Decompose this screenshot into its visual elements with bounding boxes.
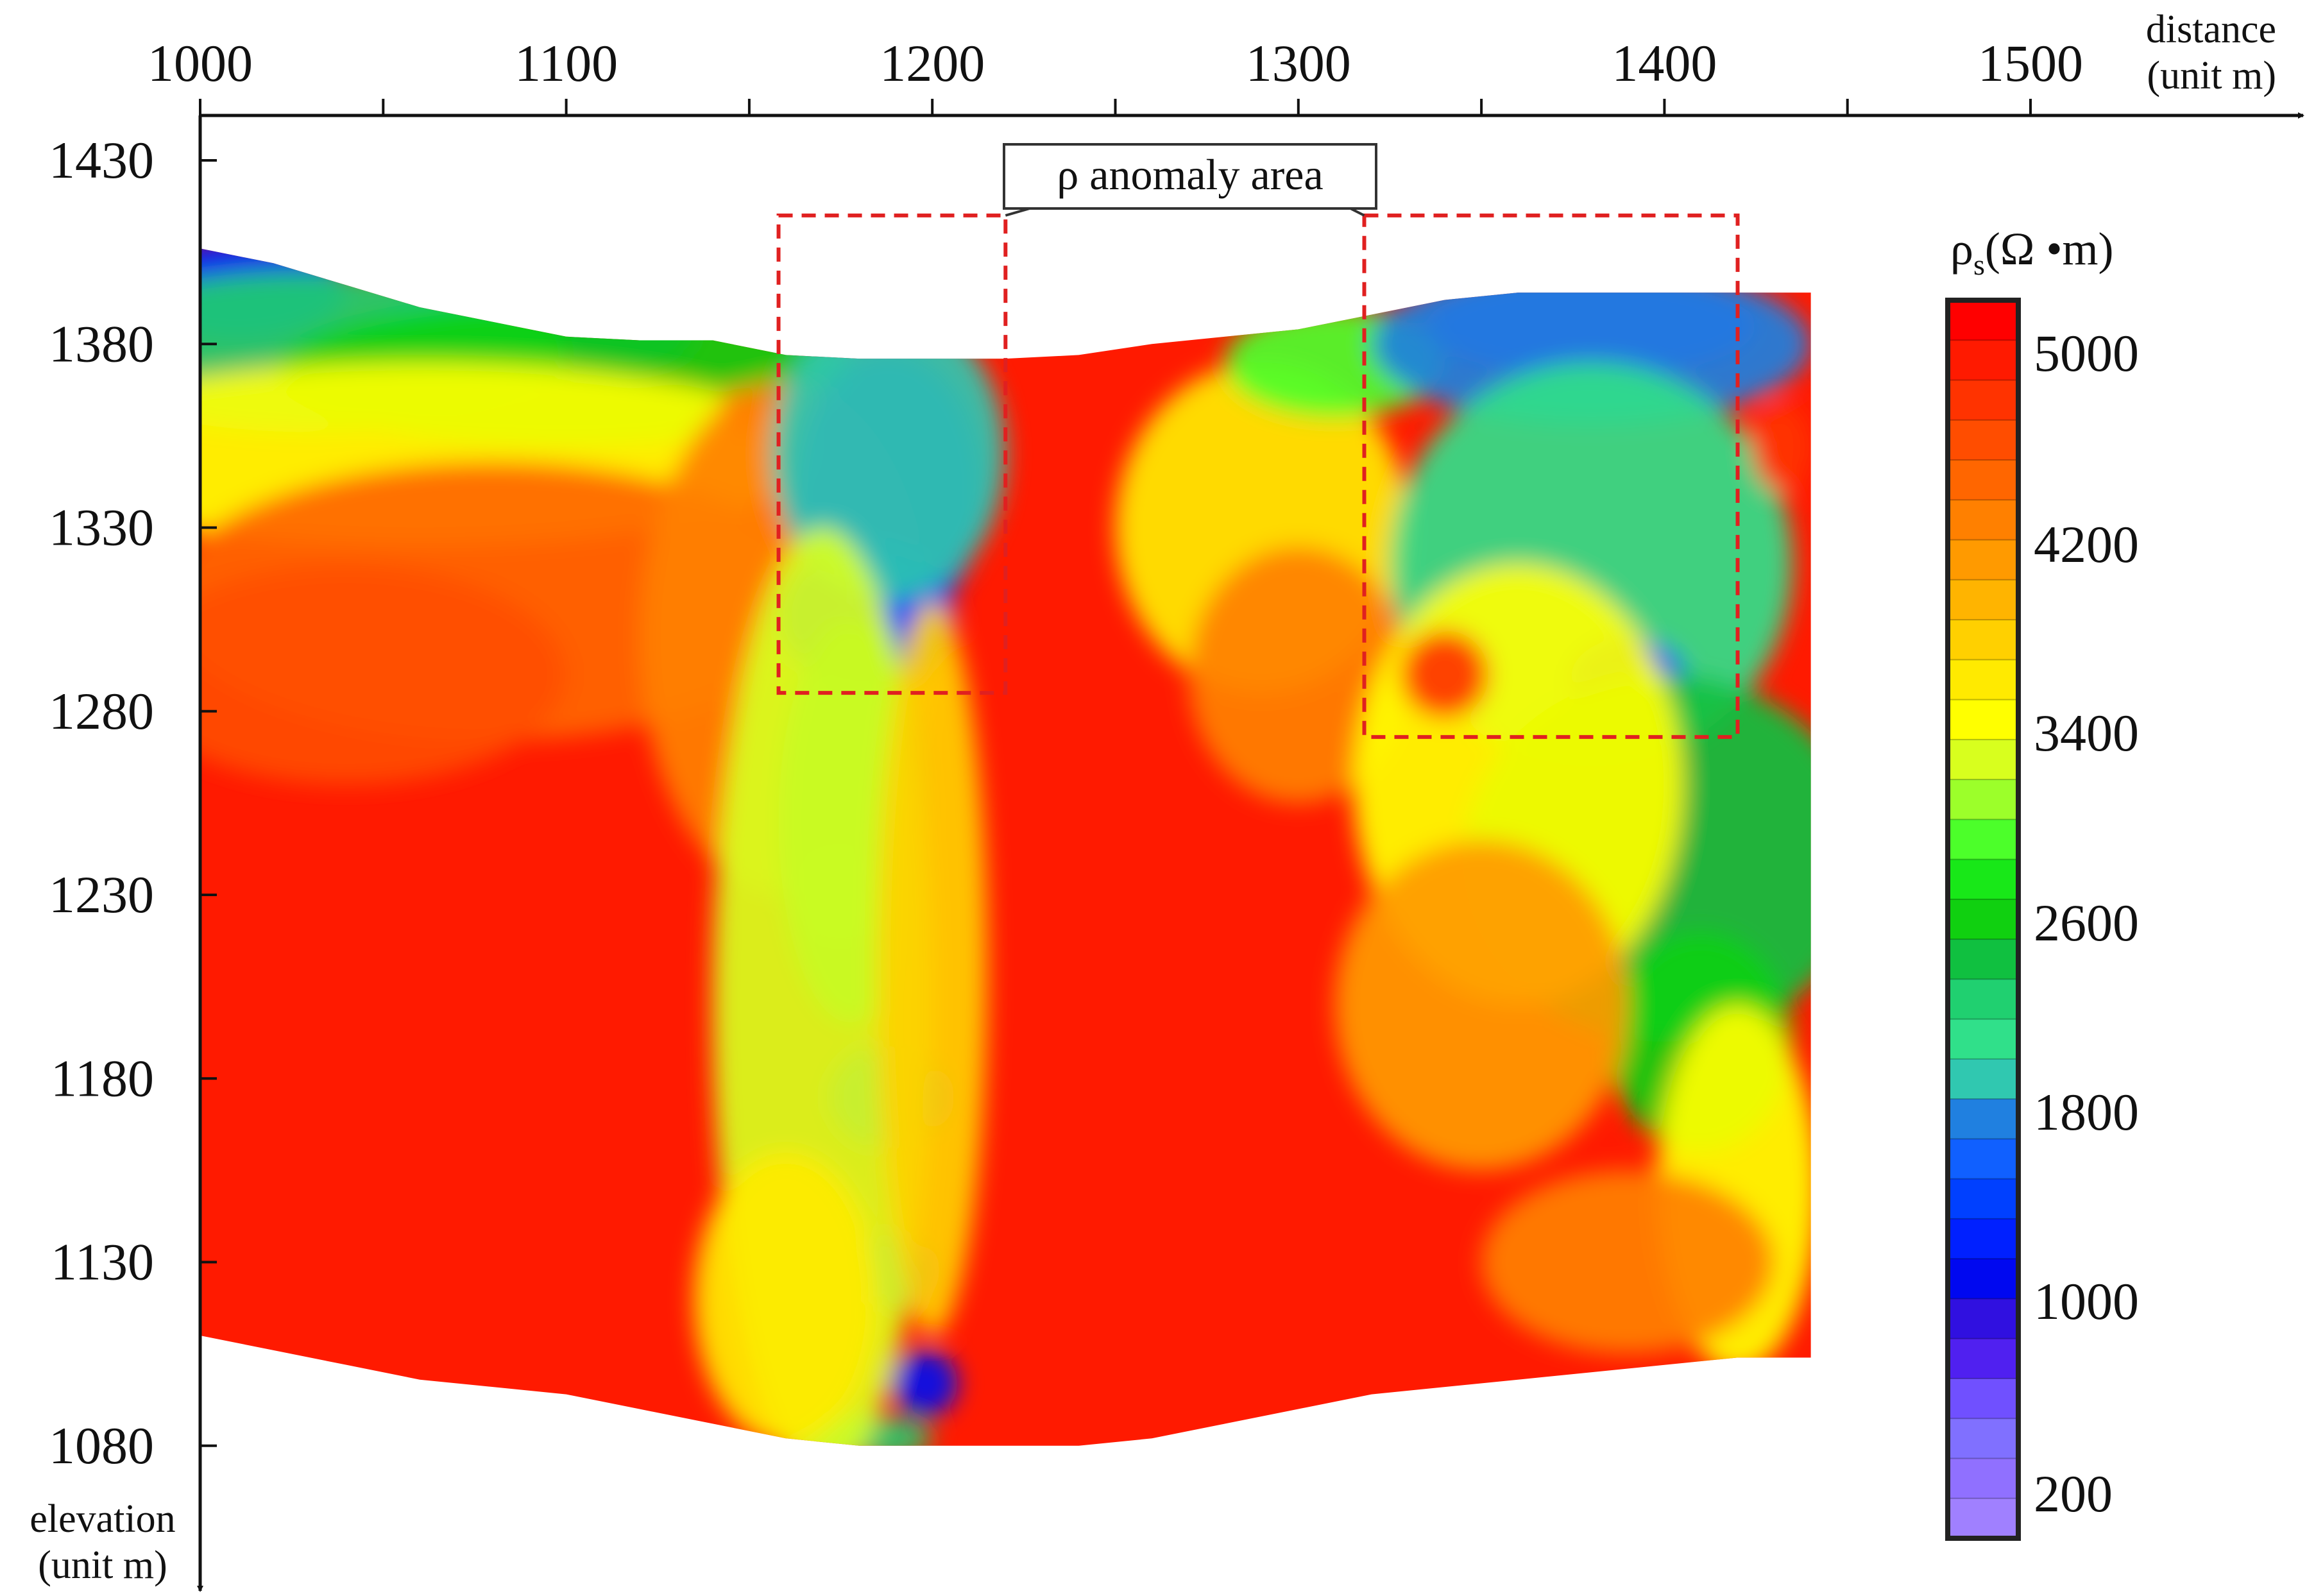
x-tick-label: 1400 [1612, 34, 1717, 92]
resistivity-zone [892, 1350, 958, 1416]
y-axis-ticks: 1430 1380 1330 1280 1230 1180 1130 1080 [49, 131, 217, 1475]
y-tick-label: 1330 [49, 498, 154, 557]
colorbar-cell [1948, 460, 2018, 501]
colorbar-tick-label: 3400 [2034, 704, 2139, 762]
colorbar-cell [1948, 1498, 2018, 1539]
colorbar-tick-label: 5000 [2034, 324, 2139, 382]
anomaly-box [776, 213, 1008, 695]
colorbar-title-rest: (Ω •m) [1985, 223, 2114, 275]
y-tick-label: 1130 [51, 1233, 154, 1291]
y-axis-label: elevation [30, 1497, 175, 1541]
colorbar-cell [1948, 1298, 2018, 1339]
colorbar-cell [1948, 1218, 2018, 1260]
colorbar-cell [1948, 699, 2018, 740]
colorbar-title: ρs(Ω •m) [1950, 223, 2114, 281]
colorbar-title-main: ρ [1950, 223, 1973, 275]
colorbar-tick-label: 2600 [2034, 894, 2139, 952]
colorbar-cell [1948, 659, 2018, 700]
colorbar-cell [1948, 819, 2018, 860]
y-tick-label: 1080 [49, 1416, 154, 1475]
x-axis-ticks: 1000 1100 1200 1300 1400 1500 [148, 34, 2083, 115]
colorbar-cell [1948, 1058, 2018, 1100]
colorbar-cell [1948, 1139, 2018, 1180]
x-tick-label: 1500 [1978, 34, 2083, 92]
colorbar-cell [1948, 1418, 2018, 1459]
colorbar-cell [1948, 939, 2018, 980]
resistivity-zone [771, 307, 1006, 601]
colorbar-cell [1948, 899, 2018, 940]
y-tick-label: 1280 [49, 682, 154, 740]
resistivity-zone [877, 601, 987, 1336]
y-tick-label: 1430 [49, 131, 154, 189]
colorbar-cell [1948, 620, 2018, 661]
colorbar-cell [1948, 1099, 2018, 1140]
x-axis-label-unit: (unit m) [2147, 54, 2276, 98]
colorbar: ρs(Ω •m) 5000 4200 3400 2600 1800 1000 200 [1945, 223, 2139, 1541]
y-tick-label: 1230 [49, 865, 154, 924]
colorbar-cell [1948, 739, 2018, 781]
colorbar-tick-label: 1800 [2034, 1083, 2139, 1141]
resistivity-zone [1481, 1170, 1775, 1354]
colorbar-cell [1948, 1019, 2018, 1060]
colorbar-cell [1948, 859, 2018, 900]
y-axis-label-unit: (unit m) [38, 1543, 167, 1587]
colorbar-cell [1948, 380, 2018, 421]
x-tick-label: 1200 [880, 34, 985, 92]
colorbar-cell [1948, 779, 2018, 820]
colorbar-cell [1948, 500, 2018, 541]
colorbar-cell [1948, 340, 2018, 381]
colorbar-tick-labels: 5000 4200 3400 2600 1800 1000 200 [2034, 324, 2139, 1523]
anomaly-leader-line [1005, 207, 1030, 217]
colorbar-cell [1948, 1178, 2018, 1219]
colorbar-cell [1948, 1378, 2018, 1420]
colorbar-cell [1948, 300, 2018, 341]
colorbar-cell [1948, 420, 2018, 461]
x-tick-label: 1100 [515, 34, 618, 92]
y-tick-label: 1380 [49, 314, 154, 373]
anomaly-overlay: ρ anomaly area [776, 143, 1740, 739]
x-axis-label: distance [2146, 8, 2276, 51]
y-tick-label: 1180 [51, 1049, 154, 1107]
resistivity-zone [1752, 402, 1811, 491]
resistivity-heatmap [200, 248, 1811, 1446]
resistivity-zone [1334, 840, 1628, 1171]
colorbar-cell [1948, 979, 2018, 1020]
resistivity-zone [694, 1151, 878, 1446]
anomaly-leader-line [1350, 207, 1365, 217]
resistivity-zone [1400, 630, 1489, 719]
colorbar-cell [1948, 1458, 2018, 1499]
colorbar-frame [1945, 298, 2021, 1541]
axes: 1000 1100 1200 1300 1400 1500 1430 1380 1330 128… [30, 8, 2304, 1592]
anomaly-label-box [1003, 143, 1377, 210]
x-tick-label: 1000 [148, 34, 253, 92]
colorbar-cell [1948, 579, 2018, 621]
resistivity-zone [720, 387, 764, 432]
colorbar-cell [1948, 1259, 2018, 1300]
colorbar-cell [1948, 539, 2018, 581]
anomaly-label: ρ anomaly area [1057, 150, 1323, 199]
anomaly-box [1362, 213, 1740, 739]
x-tick-label: 1300 [1246, 34, 1351, 92]
resistivity-zone [1188, 546, 1408, 803]
resistivity-zone [200, 564, 566, 785]
colorbar-tick-label: 200 [2034, 1464, 2113, 1523]
colorbar-tick-label: 1000 [2034, 1272, 2139, 1330]
colorbar-title-sub: s [1973, 248, 1985, 281]
colorbar-tick-label: 4200 [2034, 515, 2139, 573]
heatmap-features [200, 248, 1811, 1446]
colorbar-cell [1948, 1338, 2018, 1379]
resistivity-zone [1371, 263, 1811, 425]
colorbar-cells [1948, 300, 2018, 1539]
